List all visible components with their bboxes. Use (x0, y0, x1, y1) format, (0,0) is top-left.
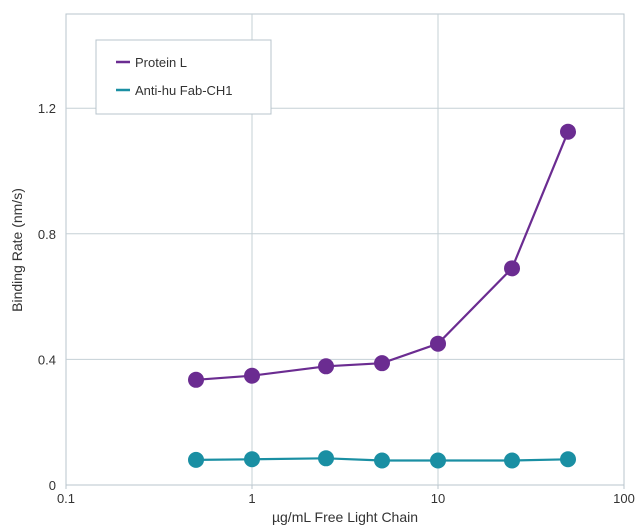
data-point-anti-hu-fab-ch1 (504, 452, 521, 469)
series-layer (188, 123, 577, 469)
x-tick-label: 0.1 (57, 491, 75, 506)
data-point-anti-hu-fab-ch1 (244, 451, 260, 468)
data-point-anti-hu-fab-ch1 (560, 451, 577, 468)
data-point-anti-hu-fab-ch1 (430, 452, 446, 469)
y-tick-label: 1.2 (38, 101, 56, 116)
data-point-protein-l (188, 371, 205, 388)
y-tick-label: 0 (49, 478, 56, 493)
x-axis-title: µg/mL Free Light Chain (272, 509, 418, 525)
x-tick-label: 100 (613, 491, 635, 506)
data-point-anti-hu-fab-ch1 (374, 452, 391, 469)
x-tick-label: 10 (431, 491, 445, 506)
data-point-protein-l (430, 335, 446, 352)
x-tick-label: 1 (248, 491, 255, 506)
legend-box (95, 39, 272, 115)
legend-label-protein-l: Protein L (135, 55, 187, 70)
y-tick-label: 0.4 (38, 352, 56, 367)
data-point-protein-l (374, 355, 391, 372)
data-point-anti-hu-fab-ch1 (318, 450, 335, 467)
y-axis-ticks: 0 0.4 0.8 1.2 (38, 101, 56, 493)
x-axis-ticks: 0.1 1 10 100 (57, 485, 635, 506)
data-point-protein-l (318, 358, 335, 375)
data-point-protein-l (560, 123, 577, 140)
data-point-protein-l (244, 367, 260, 384)
y-tick-label: 0.8 (38, 227, 56, 242)
y-axis-title: Binding Rate (nm/s) (9, 188, 25, 312)
legend-label-anti-hu-fab-ch1: Anti-hu Fab-CH1 (135, 83, 233, 98)
legend: Protein L Anti-hu Fab-CH1 (95, 39, 272, 115)
data-point-protein-l (504, 260, 521, 277)
data-point-anti-hu-fab-ch1 (188, 451, 205, 468)
